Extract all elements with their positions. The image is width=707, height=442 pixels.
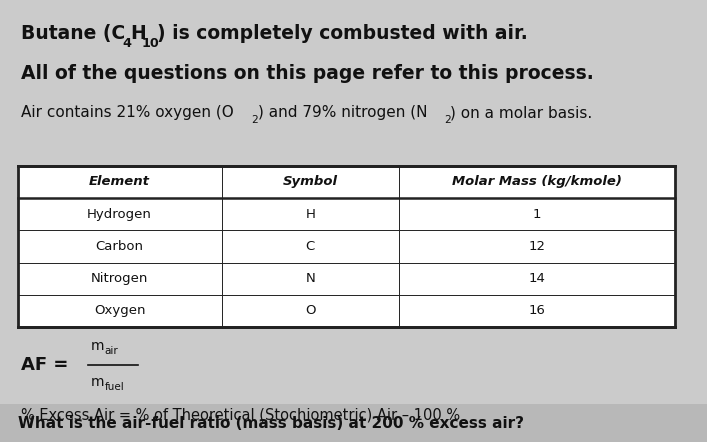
Text: m: m <box>90 339 104 353</box>
Text: 1: 1 <box>533 208 542 221</box>
Text: fuel: fuel <box>105 382 124 392</box>
Text: Element: Element <box>89 175 150 188</box>
Text: % Excess Air = % of Theoretical (Stochiometric) Air – 100 %: % Excess Air = % of Theoretical (Stochio… <box>21 408 460 423</box>
Text: O: O <box>305 305 315 317</box>
Text: Air contains 21% oxygen (O: Air contains 21% oxygen (O <box>21 105 234 120</box>
Text: Hydrogen: Hydrogen <box>87 208 152 221</box>
Text: 4: 4 <box>122 37 132 50</box>
Text: Butane (C: Butane (C <box>21 24 125 43</box>
FancyBboxPatch shape <box>0 404 707 442</box>
Text: 10: 10 <box>141 37 159 50</box>
Text: 12: 12 <box>529 240 546 253</box>
Text: Oxygen: Oxygen <box>94 305 146 317</box>
Text: N: N <box>305 272 315 285</box>
Text: All of the questions on this page refer to this process.: All of the questions on this page refer … <box>21 64 594 83</box>
Text: AF =: AF = <box>21 356 69 373</box>
Text: C: C <box>305 240 315 253</box>
Text: 2: 2 <box>444 115 450 125</box>
Text: 14: 14 <box>529 272 546 285</box>
Text: H: H <box>130 24 146 43</box>
Text: H: H <box>305 208 315 221</box>
Text: Symbol: Symbol <box>283 175 338 188</box>
Text: ) is completely combusted with air.: ) is completely combusted with air. <box>157 24 527 43</box>
Text: 16: 16 <box>529 305 546 317</box>
Text: Nitrogen: Nitrogen <box>91 272 148 285</box>
Text: air: air <box>105 346 118 355</box>
Text: ) on a molar basis.: ) on a molar basis. <box>450 105 592 120</box>
Text: Molar Mass (kg/kmole): Molar Mass (kg/kmole) <box>452 175 622 188</box>
Text: m: m <box>90 375 104 389</box>
Text: 2: 2 <box>252 115 258 125</box>
Text: Carbon: Carbon <box>95 240 144 253</box>
FancyBboxPatch shape <box>18 166 675 327</box>
Text: What is the air-fuel ratio (mass basis) at 200 % excess air?: What is the air-fuel ratio (mass basis) … <box>18 416 524 431</box>
Text: ) and 79% nitrogen (N: ) and 79% nitrogen (N <box>258 105 427 120</box>
